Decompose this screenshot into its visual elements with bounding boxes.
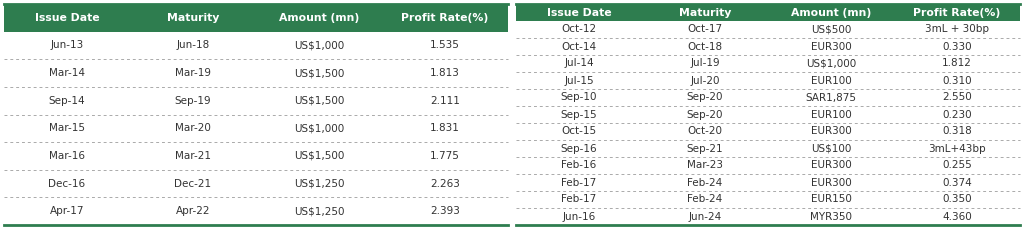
Text: Feb-24: Feb-24 — [687, 194, 723, 204]
Text: Issue Date: Issue Date — [547, 8, 611, 17]
Text: US$1,250: US$1,250 — [294, 179, 344, 188]
Text: Mar-14: Mar-14 — [49, 68, 85, 78]
Text: Maturity: Maturity — [167, 13, 219, 23]
Text: Jul-20: Jul-20 — [690, 76, 720, 85]
Text: Oct-15: Oct-15 — [561, 126, 597, 136]
Text: US$100: US$100 — [811, 144, 851, 153]
Text: 2.550: 2.550 — [942, 93, 972, 103]
Text: US$1,000: US$1,000 — [806, 58, 856, 68]
Text: Mar-16: Mar-16 — [49, 151, 85, 161]
Text: Sep-20: Sep-20 — [687, 109, 723, 120]
Text: US$1,000: US$1,000 — [294, 41, 344, 50]
Text: Mar-15: Mar-15 — [49, 123, 85, 133]
Text: Amount (mn): Amount (mn) — [279, 13, 359, 23]
Text: US$500: US$500 — [811, 25, 851, 35]
Text: Feb-17: Feb-17 — [561, 194, 597, 204]
Text: Jun-13: Jun-13 — [50, 41, 84, 50]
Text: EUR100: EUR100 — [811, 76, 851, 85]
Text: Sep-10: Sep-10 — [561, 93, 597, 103]
Text: EUR300: EUR300 — [811, 177, 851, 188]
Text: 4.360: 4.360 — [942, 212, 972, 221]
Text: Sep-16: Sep-16 — [561, 144, 597, 153]
Text: Mar-20: Mar-20 — [175, 123, 211, 133]
Text: US$1,500: US$1,500 — [294, 151, 344, 161]
Text: Dec-16: Dec-16 — [48, 179, 86, 188]
Text: Profit Rate(%): Profit Rate(%) — [913, 8, 1000, 17]
Text: EUR300: EUR300 — [811, 126, 851, 136]
Text: EUR100: EUR100 — [811, 109, 851, 120]
Text: Jul-19: Jul-19 — [690, 58, 720, 68]
Text: Oct-18: Oct-18 — [687, 41, 723, 52]
Text: 2.263: 2.263 — [430, 179, 460, 188]
Text: 2.111: 2.111 — [430, 96, 460, 106]
Text: Feb-16: Feb-16 — [561, 161, 597, 171]
Text: Oct-20: Oct-20 — [687, 126, 723, 136]
Text: Jul-15: Jul-15 — [564, 76, 594, 85]
Text: Dec-21: Dec-21 — [174, 179, 212, 188]
Text: Mar-21: Mar-21 — [175, 151, 211, 161]
Text: Jul-14: Jul-14 — [564, 58, 594, 68]
Text: Profit Rate(%): Profit Rate(%) — [401, 13, 488, 23]
Text: 0.374: 0.374 — [942, 177, 972, 188]
Text: Sep-14: Sep-14 — [49, 96, 85, 106]
Text: Mar-19: Mar-19 — [175, 68, 211, 78]
Text: 0.330: 0.330 — [942, 41, 972, 52]
Text: 1.535: 1.535 — [430, 41, 460, 50]
Text: Sep-21: Sep-21 — [687, 144, 723, 153]
Text: Jun-18: Jun-18 — [176, 41, 210, 50]
Text: 1.831: 1.831 — [430, 123, 460, 133]
Text: US$1,500: US$1,500 — [294, 96, 344, 106]
Text: 0.318: 0.318 — [942, 126, 972, 136]
Text: 2.393: 2.393 — [430, 206, 460, 216]
Text: Mar-23: Mar-23 — [687, 161, 723, 171]
Text: EUR150: EUR150 — [811, 194, 851, 204]
Text: Oct-17: Oct-17 — [687, 25, 723, 35]
Text: US$1,000: US$1,000 — [294, 123, 344, 133]
Text: MYR350: MYR350 — [810, 212, 852, 221]
Text: Apr-22: Apr-22 — [176, 206, 210, 216]
Text: Feb-17: Feb-17 — [561, 177, 597, 188]
Text: 0.230: 0.230 — [942, 109, 972, 120]
Text: Oct-12: Oct-12 — [561, 25, 597, 35]
Text: US$1,250: US$1,250 — [294, 206, 344, 216]
Text: 0.350: 0.350 — [942, 194, 972, 204]
Text: Jun-16: Jun-16 — [562, 212, 596, 221]
Text: 1.813: 1.813 — [430, 68, 460, 78]
Text: Sep-19: Sep-19 — [175, 96, 211, 106]
Text: EUR300: EUR300 — [811, 41, 851, 52]
Text: 3mL + 30bp: 3mL + 30bp — [925, 25, 989, 35]
Text: SAR1,875: SAR1,875 — [806, 93, 856, 103]
Text: US$1,500: US$1,500 — [294, 68, 344, 78]
Text: Issue Date: Issue Date — [35, 13, 99, 23]
Text: Amount (mn): Amount (mn) — [791, 8, 871, 17]
Text: Sep-15: Sep-15 — [561, 109, 597, 120]
Bar — [516, 4, 1020, 21]
Text: Jun-24: Jun-24 — [688, 212, 722, 221]
Text: Sep-20: Sep-20 — [687, 93, 723, 103]
Text: Apr-17: Apr-17 — [50, 206, 84, 216]
Text: Maturity: Maturity — [679, 8, 731, 17]
Text: 1.775: 1.775 — [430, 151, 460, 161]
Text: Oct-14: Oct-14 — [561, 41, 597, 52]
Bar — [4, 4, 508, 32]
Text: 1.812: 1.812 — [942, 58, 972, 68]
Text: 3mL+43bp: 3mL+43bp — [928, 144, 986, 153]
Text: 0.255: 0.255 — [942, 161, 972, 171]
Text: Feb-24: Feb-24 — [687, 177, 723, 188]
Text: 0.310: 0.310 — [942, 76, 972, 85]
Text: EUR300: EUR300 — [811, 161, 851, 171]
